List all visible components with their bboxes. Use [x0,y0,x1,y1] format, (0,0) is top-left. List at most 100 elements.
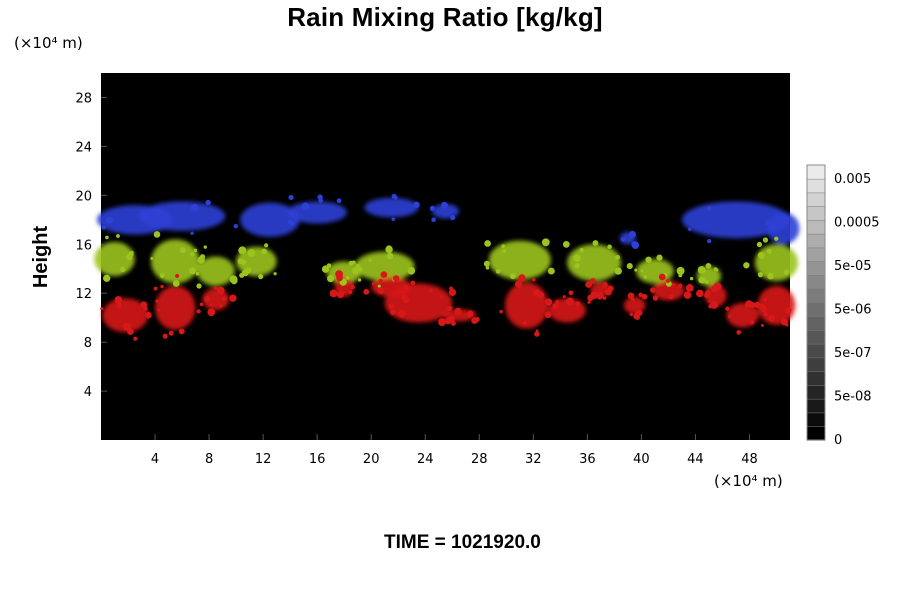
rain-speckle [535,329,539,333]
rain-speckle [190,203,199,212]
rain-speckle [348,290,353,294]
rain-speckle [643,275,648,279]
rain-speckle [209,303,213,307]
rain-blob [623,296,646,314]
rain-speckle [620,237,626,242]
rain-speckle [631,241,638,248]
rain-speckle [363,288,370,295]
rain-speckle [650,287,656,293]
rain-speckle [566,297,574,306]
rain-speckle [574,262,580,269]
colorbar-swatch [806,192,826,207]
rain-speckle [345,275,350,280]
rain-speckle [321,265,330,273]
rain-speckle [745,300,753,308]
x-tick-label: 8 [205,452,213,467]
rain-speckle [247,249,256,257]
colorbar-swatch [806,261,826,276]
rain-speckle [207,308,216,317]
rain-blob [364,197,419,218]
rain-speckle [756,241,763,248]
x-axis-ticks: 4 8 12 16 20 24 28 32 36 40 44 48 [151,434,758,467]
rain-speckle [162,333,168,339]
rain-speckle [518,274,526,282]
rain-speckle [150,256,154,260]
colorbar-swatch [806,398,826,414]
rain-speckle [190,252,195,257]
rain-speckle [222,296,227,301]
rain-speckle [579,247,584,253]
rain-speckle [705,263,712,269]
y-tick-label: 28 [75,91,92,106]
colorbar-swatch [806,343,826,359]
rain-speckle [160,284,164,289]
rain-speckle [335,270,343,278]
rain-speckle [199,302,204,307]
colorbar-label: 5e-05 [834,259,872,274]
rain-speckle [757,252,765,259]
rain-speckle [575,301,581,307]
rain-speckle [114,296,123,304]
rain-speckle [626,263,633,270]
rain-speckle [229,294,237,302]
y-axis-ticks: 4 8 12 16 20 24 28 [75,91,107,400]
rain-speckle [614,267,622,275]
rain-speckle [390,309,396,316]
rain-speckle [378,278,383,283]
rain-speckle [638,292,643,298]
rain-speckle [783,269,790,275]
rain-speckle [153,286,158,291]
y-tick-label: 24 [75,140,92,155]
colorbar-label: 0.005 [834,172,871,187]
rain-speckle [288,194,294,201]
rain-blob [326,261,362,284]
x-tick-label: 16 [309,452,326,467]
rain-speckle [357,278,362,282]
rain-speckle [196,283,202,289]
rain-speckle [587,300,591,304]
rain-speckle [157,308,161,312]
rain-speckle [471,317,478,324]
rain-speckle [195,271,200,276]
colorbar-swatch [806,412,826,427]
rain-speckle [671,282,676,287]
rain-speckle [153,231,161,238]
rain-speckle [441,201,448,209]
rain-speckle [705,289,711,296]
rain-speckle [534,331,540,337]
rain-speckle [448,288,457,297]
rain-speckle [658,273,666,281]
rain-speckle [595,291,604,300]
y-axis-unit-label: (×10⁴ m) [14,34,83,52]
rain-speckle [706,205,712,211]
rain-speckle [499,309,503,314]
rain-speckle [451,321,456,326]
colorbar-swatch [806,302,826,317]
rain-speckle [190,231,194,235]
rain-speckle [552,303,559,310]
rain-speckle [710,300,719,309]
rain-speckle [573,254,581,262]
rain-speckle [444,317,452,325]
rain-speckle [728,314,732,319]
x-tick-label: 32 [525,452,542,467]
rain-speckle [159,273,165,279]
rain-speckle [143,306,148,311]
rain-speckle [413,201,420,208]
rain-speckle [143,212,151,220]
rain-speckle [602,281,608,288]
rain-speckle [179,246,186,254]
chart-title: Rain Mixing Ratio [kg/kg] [287,2,603,32]
rain-speckle [116,234,120,238]
rain-speckle [689,276,694,281]
rain-speckle [736,330,742,335]
rain-speckle [229,275,238,284]
rain-speckle [702,268,706,273]
rain-speckle [377,284,381,288]
rain-speckle [634,314,640,321]
rain-speckle [129,250,134,255]
rain-speckle [155,209,161,215]
rain-speckle [178,328,185,335]
rain-speckle [450,214,456,221]
rain-speckle [386,252,394,260]
